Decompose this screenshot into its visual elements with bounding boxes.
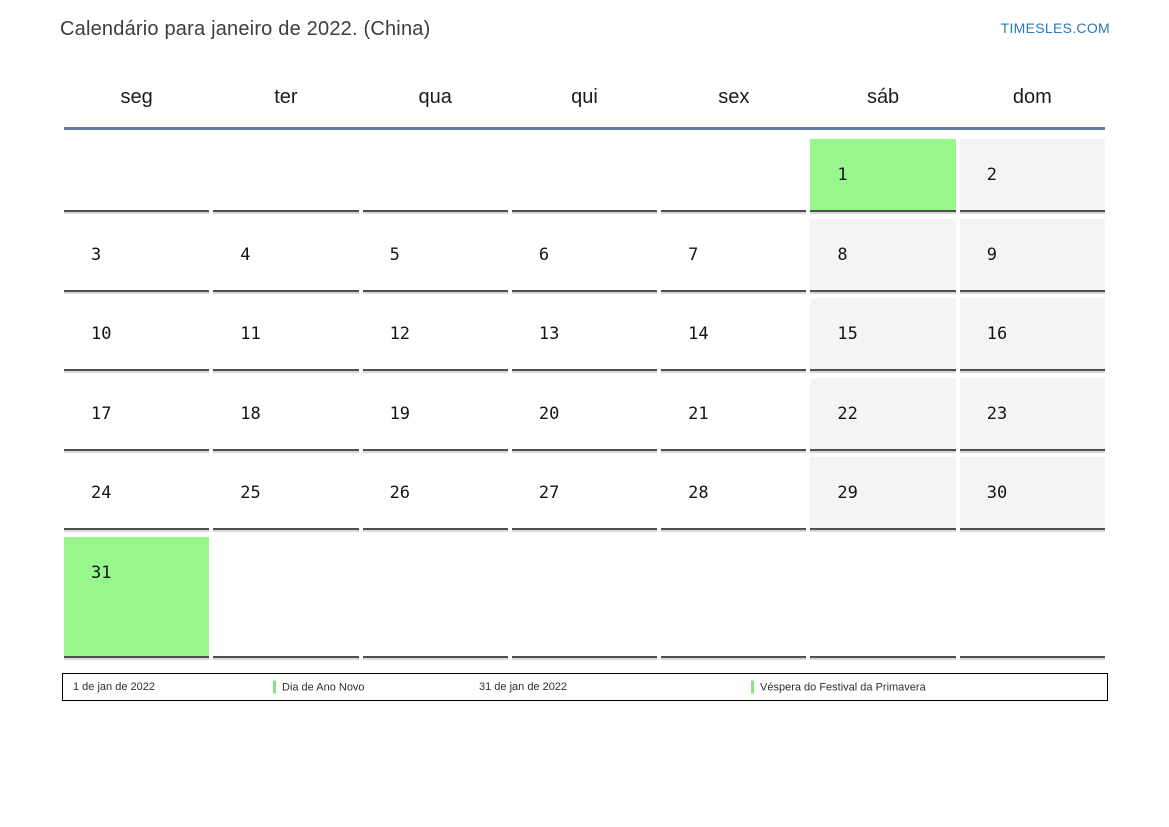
day-cell-30: 30 (959, 457, 1105, 530)
empty-cell (810, 536, 956, 658)
day-cell-25: 25 (213, 457, 359, 530)
day-cell-14: 14 (661, 298, 807, 371)
empty-cell (661, 139, 807, 212)
weekday-header-qui: qui (571, 86, 598, 108)
empty-cell (511, 139, 658, 212)
legend-event-2: Véspera do Festival da Primavera (751, 680, 926, 694)
day-cell-17: 17 (64, 377, 210, 451)
day-cell-3: 3 (64, 218, 210, 292)
day-cell-16: 16 (959, 298, 1105, 371)
empty-cell (362, 139, 508, 212)
weekday-header-qua: qua (418, 86, 452, 108)
weekday-header-row: seg ter qua qui sex sáb dom (64, 86, 1105, 109)
holiday-marker-icon (751, 680, 754, 694)
day-cell-12: 12 (362, 298, 508, 371)
day-cell-6: 6 (511, 218, 658, 292)
page-title: Calendário para janeiro de 2022. (China) (60, 18, 431, 40)
weekday-header-dom: dom (1012, 86, 1052, 108)
day-cell-23: 23 (959, 377, 1105, 451)
legend-event-1-label: Dia de Ano Novo (282, 681, 365, 693)
empty-cell (362, 536, 508, 658)
day-cell-31: 31 (64, 536, 210, 658)
holiday-marker-icon (273, 680, 276, 694)
day-cell-8: 8 (810, 218, 956, 292)
day-cell-7: 7 (661, 218, 807, 292)
empty-cell (511, 536, 658, 658)
day-cell-13: 13 (511, 298, 658, 371)
weekday-header-sex: sex (718, 86, 750, 108)
legend-date-1: 1 de jan de 2022 (73, 681, 155, 693)
day-cell-22: 22 (810, 377, 956, 451)
empty-cell (661, 536, 807, 658)
day-cell-9: 9 (959, 218, 1105, 292)
day-cell-28: 28 (661, 457, 807, 530)
calendar-grid: 1 2 3 4 5 6 7 8 9 10 11 12 13 14 15 16 17 18 19 20 21 22 23 24 2… (64, 139, 1105, 658)
legend-event-1: Dia de Ano Novo (273, 680, 365, 694)
day-cell-5: 5 (362, 218, 508, 292)
header-divider (64, 127, 1105, 130)
day-cell-19: 19 (362, 377, 508, 451)
weekday-header-ter: ter (274, 86, 298, 108)
legend-date-2: 31 de jan de 2022 (479, 681, 568, 693)
top-bar: Calendário para janeiro de 2022. (China)… (60, 18, 1110, 41)
day-cell-11: 11 (213, 298, 359, 371)
day-cell-21: 21 (661, 377, 807, 451)
day-cell-4: 4 (213, 218, 359, 292)
day-cell-18: 18 (213, 377, 359, 451)
day-cell-15: 15 (810, 298, 956, 371)
empty-cell (64, 139, 210, 212)
brand-link[interactable]: TIMESLES.COM (1000, 20, 1110, 36)
day-cell-27: 27 (511, 457, 658, 530)
day-cell-10: 10 (64, 298, 210, 371)
day-cell-26: 26 (362, 457, 508, 530)
day-cell-1: 1 (810, 139, 956, 212)
legend-event-2-label: Véspera do Festival da Primavera (760, 681, 926, 693)
day-cell-29: 29 (810, 457, 956, 530)
empty-cell (213, 536, 359, 658)
weekday-header-seg: seg (120, 86, 153, 108)
day-cell-20: 20 (511, 377, 658, 451)
empty-cell (213, 139, 359, 212)
weekday-header-sáb: sáb (866, 86, 900, 108)
day-cell-2: 2 (959, 139, 1105, 212)
legend-bar: 1 de jan de 2022 Dia de Ano Novo 31 de j… (62, 673, 1108, 701)
empty-cell (959, 536, 1105, 658)
day-cell-24: 24 (64, 457, 210, 530)
